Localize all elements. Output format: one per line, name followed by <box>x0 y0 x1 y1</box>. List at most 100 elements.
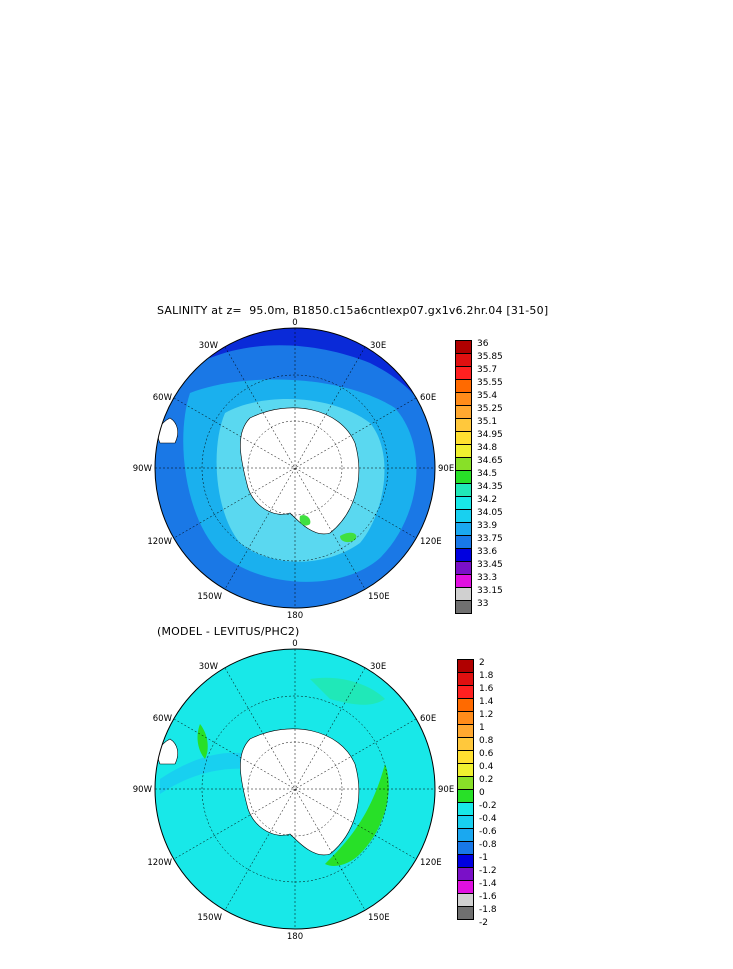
panel2-colorbar-swatch <box>457 763 474 777</box>
panel1-title: SALINITY at z= 95.0m, B1850.c15a6cntlexp… <box>157 304 549 317</box>
panel2-colorbar-label: -1.6 <box>479 892 497 902</box>
panel1-colorbar-label: 35.1 <box>477 417 498 427</box>
panel2-colorbar-label: 0.6 <box>479 749 494 759</box>
panel2-colorbar-swatch <box>457 724 474 738</box>
panel1-colorbar-label: 35.55 <box>477 378 503 388</box>
lon-label-0: 0 <box>292 318 297 328</box>
panel2-colorbar-swatch <box>457 750 474 764</box>
panel2-colorbar-label: 0 <box>479 788 485 798</box>
panel2-colorbar-label: 0.2 <box>479 775 494 785</box>
panel1-colorbar-label: 33.45 <box>477 560 503 570</box>
panel1-colorbar-swatch <box>455 470 472 484</box>
panel2-colorbar-label: -0.2 <box>479 801 497 811</box>
panel2-colorbar-label: -1.2 <box>479 866 497 876</box>
panel1-colorbar-label: 34.05 <box>477 508 503 518</box>
panel2-colorbar-label: 1 <box>479 723 485 733</box>
lon-label-60e: 60E <box>420 714 436 724</box>
panel1-salinity-map: 0 180 30W 30E 60W 60E 90W 90E 120W 120E … <box>133 318 454 621</box>
panel1-colorbar-label: 34.5 <box>477 469 498 479</box>
panel1-colorbar-swatch <box>455 483 472 497</box>
panel2-colorbar-swatch <box>457 841 474 855</box>
panel1-colorbar-swatch <box>455 457 472 471</box>
lon-label-30w: 30W <box>199 341 219 351</box>
lon-label-180: 180 <box>287 611 303 621</box>
panel1-colorbar-label: 33.6 <box>477 547 498 557</box>
panel2-colorbar-label: 1.6 <box>479 684 494 694</box>
panel2-colorbar-swatch <box>457 672 474 686</box>
plus-band-north <box>310 677 385 705</box>
panel2-colorbar-swatch <box>457 659 474 673</box>
green-patch <box>299 515 311 526</box>
panel2-colorbar-label: -0.4 <box>479 814 497 824</box>
panel2-colorbar-label: 0.4 <box>479 762 494 772</box>
lon-label-60e: 60E <box>420 393 436 403</box>
lon-label-90w: 90W <box>133 464 153 474</box>
panel1-colorbar-label: 34.35 <box>477 482 503 492</box>
green-patch-2 <box>340 532 357 543</box>
plus-band-east <box>325 764 389 866</box>
lon-label-90w: 90W <box>133 785 153 795</box>
lon-label-120w: 120W <box>147 537 172 547</box>
panel1-colorbar-swatch <box>455 366 472 380</box>
lon-label-150e: 150E <box>368 592 390 602</box>
lon-label-90e: 90E <box>438 785 454 795</box>
panel1-colorbar-label: 33.75 <box>477 534 503 544</box>
panel2-colorbar-swatch <box>457 711 474 725</box>
panel1-colorbar-swatch <box>455 379 472 393</box>
panel1-colorbar-swatch <box>455 353 472 367</box>
panel1-colorbar-swatch <box>455 561 472 575</box>
panel1-colorbar-label: 33.15 <box>477 586 503 596</box>
lon-label-0: 0 <box>292 639 297 649</box>
panel1-colorbar-label: 35.25 <box>477 404 503 414</box>
panel1-colorbar-swatch <box>455 405 472 419</box>
panel2-colorbar: 2 1.8 1.6 1.4 1.2 1 0.8 0.6 0.4 0.2 0 -0.2 -0.4 -0.6 -… <box>457 658 547 928</box>
panel1-colorbar-label: 35.7 <box>477 365 498 375</box>
panel1-colorbar-swatch <box>455 418 472 432</box>
panel2-difference-map: 0 180 30W 30E 60W 60E 90W 90E 120W 120E … <box>133 639 454 942</box>
panel1-colorbar-swatch <box>455 548 472 562</box>
lon-label-150w: 150W <box>197 592 222 602</box>
panel2-colorbar-swatch <box>457 802 474 816</box>
panel2-colorbar-swatch <box>457 893 474 907</box>
minus-band <box>160 752 250 794</box>
panel2-colorbar-swatch <box>457 828 474 842</box>
lon-label-60w: 60W <box>153 714 173 724</box>
lon-label-30e: 30E <box>370 341 386 351</box>
panel2-title: (MODEL - LEVITUS/PHC2) <box>157 625 300 638</box>
panel2-colorbar-swatch <box>457 698 474 712</box>
lon-label-30w: 30W <box>199 662 219 672</box>
panel1-colorbar-swatch <box>455 600 472 614</box>
lon-label-120e: 120E <box>420 858 442 868</box>
lon-label-60w: 60W <box>153 393 173 403</box>
panel2-colorbar-swatch <box>457 906 474 920</box>
panel1-colorbar-label: 33.9 <box>477 521 498 531</box>
panel1-colorbar-label: 33 <box>477 599 489 609</box>
panel2-colorbar-label: -2 <box>479 918 488 928</box>
panel1-colorbar-label: 33.3 <box>477 573 498 583</box>
panel2-colorbar-label: -0.8 <box>479 840 497 850</box>
panel2-colorbar-swatch <box>457 776 474 790</box>
lon-label-120w: 120W <box>147 858 172 868</box>
panel2-colorbar-label: 0.8 <box>479 736 494 746</box>
panel1-colorbar-swatch <box>455 340 472 354</box>
panel1-colorbar-swatch <box>455 535 472 549</box>
panel2-colorbar-label: 2 <box>479 658 485 668</box>
panel2-colorbar-label: -1.4 <box>479 879 497 889</box>
panel2-colorbar-label: 1.8 <box>479 671 494 681</box>
panel2-colorbar-swatch <box>457 737 474 751</box>
panel2-colorbar-label: -0.6 <box>479 827 497 837</box>
panel2-colorbar-label: 1.2 <box>479 710 494 720</box>
panel1-colorbar-label: 35.85 <box>477 352 503 362</box>
panel2-colorbar-label: -1 <box>479 853 488 863</box>
panel1-colorbar-label: 34.2 <box>477 495 498 505</box>
panel2-colorbar-label: -1.8 <box>479 905 497 915</box>
panel1-colorbar-label: 34.8 <box>477 443 498 453</box>
lon-label-150e: 150E <box>368 913 390 923</box>
panel1-colorbar-swatch <box>455 509 472 523</box>
panel2-colorbar-swatch <box>457 789 474 803</box>
panel2-colorbar-swatch <box>457 854 474 868</box>
panel1-colorbar-swatch <box>455 392 472 406</box>
panel1-colorbar-label: 34.65 <box>477 456 503 466</box>
lon-label-120e: 120E <box>420 537 442 547</box>
lon-label-30e: 30E <box>370 662 386 672</box>
